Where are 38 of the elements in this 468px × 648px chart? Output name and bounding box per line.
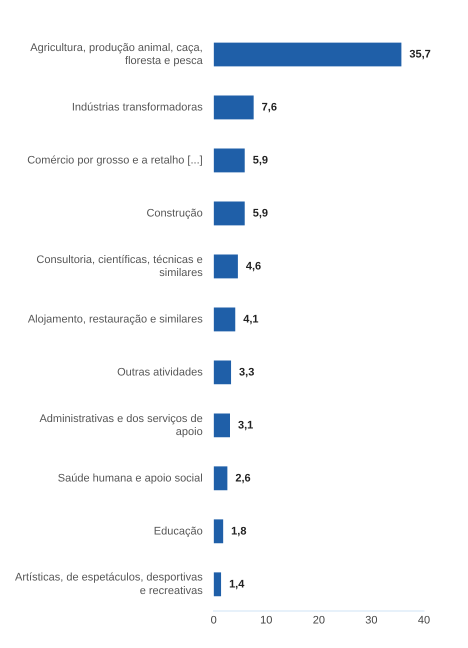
y-tick-label: Saúde humana e apoio social [58,472,203,484]
data-label: 4,1 [243,313,259,326]
data-label: 5,9 [252,154,268,166]
x-tick-label: 30 [365,614,378,626]
data-label: 4,6 [246,260,262,272]
y-tick-label: Indústrias transformadoras [72,102,204,114]
y-tick-label: Alojamento, restauração e similares [28,313,204,326]
y-tick-label: Artísticas, de espetáculos, desportivas e recreativas [14,572,204,597]
bar [214,360,232,384]
bar [214,148,245,172]
bar [214,96,254,120]
data-label: 3,3 [239,366,254,378]
y-tick-label: Comércio por grosso e a retalho [...] [27,154,203,166]
bar [214,202,245,226]
bar [214,254,238,278]
x-tick-label: 20 [312,614,325,626]
bar [214,307,236,332]
data-label: 3,1 [238,419,254,432]
data-label: 35,7 [409,48,431,61]
bar [214,413,230,438]
data-label: 5,9 [252,207,268,220]
bar [214,519,224,544]
data-label: 7,6 [262,102,277,114]
y-tick-label: Consultoria, científicas, técnicas e similares [36,254,204,280]
bar [214,572,222,596]
y-tick-label: Outras atividades [117,366,204,378]
x-tick-label: 0 [210,614,217,626]
data-label: 1,8 [231,525,246,538]
data-label: 1,4 [229,578,246,590]
y-tick-label: Agricultura, produção animal, caça, floresta e pesca [30,42,204,68]
bar [214,42,402,66]
x-tick-label: 40 [418,614,430,626]
bar [214,466,228,490]
data-label: 2,6 [235,472,251,484]
x-tick-label: 10 [260,614,272,626]
y-tick-label: Administrativas e dos serviços de apoio [39,412,203,438]
y-tick-label: Construção [146,207,203,220]
y-tick-label: Educação [154,525,203,538]
